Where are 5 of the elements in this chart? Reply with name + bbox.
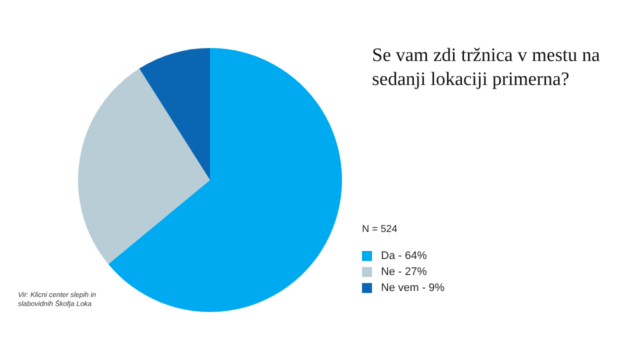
legend-label: Da - 64%: [381, 250, 427, 262]
text: Se vam zdi tržnica v mestu na sedanji lokaciji primerna?: [372, 44, 601, 92]
legend-label: Ne vem - 9%: [381, 282, 445, 294]
text: N = 524: [362, 224, 398, 235]
legend-label: Ne - 27%: [381, 266, 427, 278]
